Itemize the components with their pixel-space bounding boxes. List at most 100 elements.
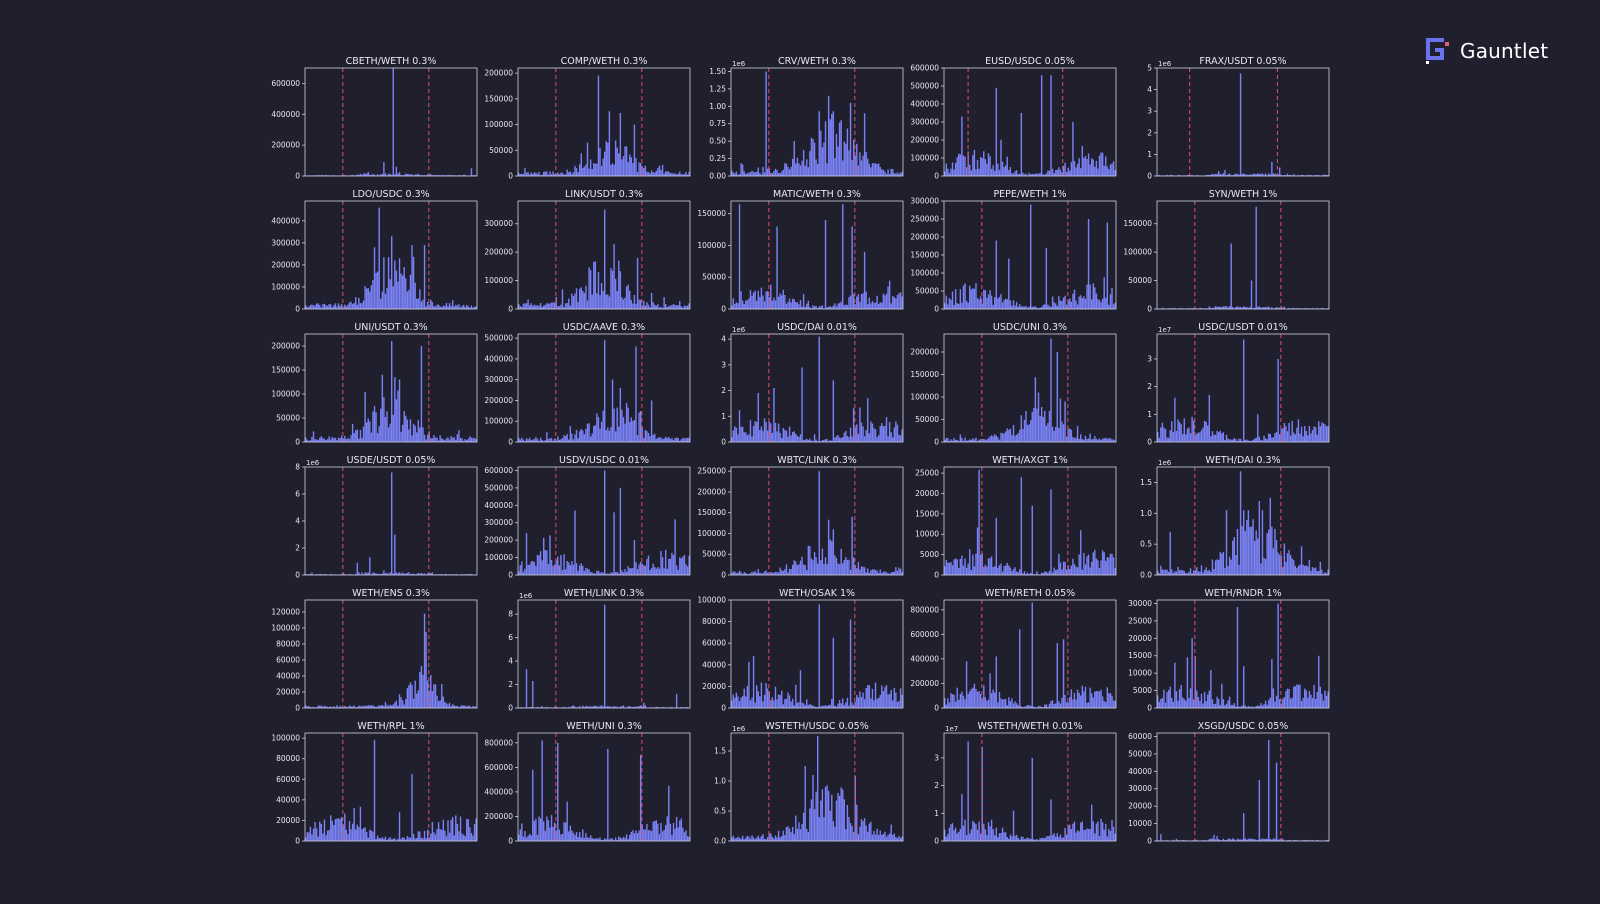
bar <box>1243 666 1244 708</box>
bar <box>1306 690 1307 708</box>
bar <box>615 431 616 442</box>
bar <box>1069 171 1070 176</box>
bar <box>887 436 888 442</box>
bar <box>425 632 426 708</box>
bar <box>783 571 784 575</box>
bar <box>790 435 791 442</box>
bar <box>744 171 745 176</box>
bar <box>1072 559 1073 575</box>
y-tick-label: 0.5 <box>1140 540 1152 549</box>
bar <box>1251 527 1252 575</box>
bar <box>1285 562 1286 575</box>
bar <box>1066 835 1067 841</box>
bar <box>779 173 780 176</box>
bar <box>402 700 403 708</box>
bar <box>464 836 465 841</box>
bar <box>344 304 345 309</box>
bar <box>469 827 470 841</box>
bar <box>967 741 968 841</box>
y-tick-label: 5000 <box>920 550 939 559</box>
bar <box>612 271 613 309</box>
bar <box>1288 423 1289 442</box>
bar <box>1187 657 1188 708</box>
bar <box>1256 438 1257 442</box>
bar <box>858 165 859 176</box>
bar <box>648 830 649 841</box>
bar <box>532 561 533 575</box>
bar <box>856 297 857 310</box>
bar <box>1014 567 1015 575</box>
bar <box>997 298 998 309</box>
bar <box>999 565 1000 575</box>
bar <box>1318 571 1319 575</box>
bar <box>546 303 547 309</box>
bar <box>1182 570 1183 575</box>
bar <box>792 159 793 176</box>
bar <box>677 305 678 309</box>
chart-title: UNI/USDT 0.3% <box>354 322 427 333</box>
bar <box>646 824 647 841</box>
bar <box>328 830 329 841</box>
bar <box>357 305 358 309</box>
bar <box>822 549 823 575</box>
bar <box>447 704 448 708</box>
y-tick-label: 0.50 <box>709 137 726 146</box>
bar <box>590 835 591 841</box>
bar <box>1285 426 1286 442</box>
bar <box>840 120 841 176</box>
bar <box>368 288 369 309</box>
bar <box>776 170 777 176</box>
bar <box>439 435 440 442</box>
bar <box>540 551 541 575</box>
bar <box>1016 170 1017 176</box>
bar <box>952 694 953 708</box>
bar <box>1039 173 1040 176</box>
y-tick-label: 2 <box>1147 128 1152 137</box>
bar <box>474 438 475 442</box>
bar <box>433 684 434 708</box>
bar <box>660 170 661 176</box>
bar <box>1262 510 1263 575</box>
bar <box>585 833 586 841</box>
bar <box>754 571 755 575</box>
y-tick-label: 60000 <box>276 656 300 665</box>
bar <box>353 433 354 442</box>
bar <box>1053 704 1054 708</box>
bar <box>795 302 796 309</box>
bar <box>408 290 409 309</box>
bar <box>991 296 992 309</box>
bar <box>385 173 386 176</box>
bar <box>1301 701 1302 708</box>
bar <box>361 438 362 442</box>
bar <box>590 572 591 575</box>
bar <box>591 295 592 309</box>
bar <box>1265 701 1266 708</box>
bar <box>1234 703 1235 708</box>
bar <box>894 427 895 442</box>
bar <box>770 423 771 442</box>
bar <box>386 288 387 309</box>
chart-title: WETH/OSAK 1% <box>779 588 855 599</box>
bar <box>393 415 394 442</box>
bar <box>773 171 774 176</box>
bar <box>1270 698 1271 708</box>
bar <box>1284 423 1285 442</box>
bar <box>842 790 843 841</box>
bar <box>687 306 688 309</box>
bar <box>1083 296 1084 309</box>
bar <box>875 163 876 176</box>
bar <box>969 286 970 309</box>
bar <box>389 279 390 309</box>
bar <box>1093 552 1094 575</box>
y-tick-label: 200000 <box>484 812 513 821</box>
bar <box>1016 435 1017 442</box>
bar <box>1096 293 1097 309</box>
bar <box>565 569 566 575</box>
bar <box>541 560 542 575</box>
bar <box>1279 434 1280 442</box>
bar <box>787 693 788 708</box>
bar <box>543 172 544 176</box>
bar <box>617 291 618 309</box>
bar <box>865 572 866 575</box>
